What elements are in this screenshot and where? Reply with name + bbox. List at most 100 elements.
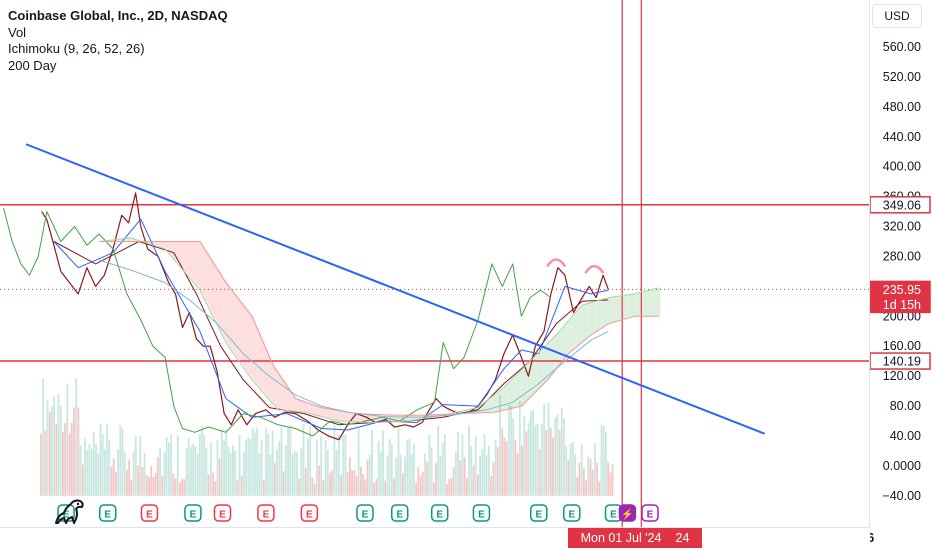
volume-bar	[42, 379, 44, 496]
ichimoku-cloud	[224, 280, 226, 339]
ichimoku-cloud	[153, 242, 155, 246]
ichimoku-cloud	[198, 242, 200, 289]
volume-bar	[590, 459, 592, 496]
volume-bar	[243, 452, 245, 496]
ichimoku-cloud	[627, 295, 629, 318]
volume-bar	[179, 483, 181, 496]
indicator-volume[interactable]: Vol	[8, 25, 228, 42]
volume-bar	[267, 434, 269, 496]
volume-bar	[194, 446, 196, 496]
tradingview-logo-icon[interactable]	[54, 497, 88, 530]
volume-bar	[170, 434, 172, 496]
ichimoku-cloud	[210, 258, 212, 311]
volume-bar	[51, 407, 53, 496]
volume-bar	[574, 454, 576, 495]
currency-button[interactable]: USD	[872, 4, 922, 28]
volume-bar	[201, 426, 203, 496]
volume-bar	[115, 472, 117, 496]
volume-bar	[164, 452, 166, 496]
volume-bar	[166, 437, 168, 496]
volume-bar	[71, 423, 73, 496]
volume-bar	[69, 434, 71, 496]
ichimoku-cloud	[410, 415, 412, 421]
volume-bar	[486, 455, 488, 496]
indicator-200-day[interactable]: 200 Day	[8, 58, 228, 75]
volume-bar	[579, 463, 581, 496]
volume-bar	[601, 425, 603, 496]
volume-bar	[177, 435, 179, 496]
earnings-marker-label-13: E	[610, 510, 617, 521]
volume-bar	[230, 453, 232, 496]
ichimoku-cloud	[304, 402, 306, 412]
ichimoku-cloud	[217, 269, 219, 325]
ichimoku-cloud	[494, 395, 496, 412]
volume-bar	[188, 438, 190, 496]
ichimoku-cloud	[311, 404, 313, 414]
ichimoku-cloud	[249, 312, 251, 375]
volume-bar	[367, 460, 369, 496]
volume-bar	[592, 470, 594, 496]
ichimoku-cloud	[200, 242, 202, 291]
ichimoku-cloud	[216, 266, 218, 321]
ichimoku-cloud	[551, 340, 553, 375]
volume-bar	[102, 434, 104, 496]
volume-bar	[360, 467, 362, 496]
indicator-ichimoku[interactable]: Ichimoku (9, 26, 52, 26)	[8, 41, 228, 58]
volume-bar	[510, 406, 512, 496]
volume-bar	[362, 474, 364, 496]
y-tick-label: −40.00	[882, 489, 921, 503]
ichimoku-cloud	[191, 242, 193, 280]
ichimoku-cloud	[600, 300, 602, 329]
volume-bar	[197, 454, 199, 496]
ichimoku-cloud	[584, 305, 586, 341]
ichimoku-cloud	[259, 333, 261, 388]
volume-bar	[528, 423, 530, 496]
ichimoku-cloud	[283, 380, 285, 410]
ichimoku-cloud	[511, 380, 513, 408]
volume-bar	[420, 476, 422, 496]
ichimoku-cloud	[586, 304, 588, 339]
symbol-title[interactable]: Coinbase Global, Inc., 2D, NASDAQ	[8, 8, 228, 25]
ichimoku-cloud	[276, 370, 278, 408]
volume-bar	[318, 465, 320, 495]
volume-bar	[603, 426, 605, 496]
volume-bar	[475, 436, 477, 496]
volume-bar	[338, 435, 340, 496]
ichimoku-cloud	[322, 408, 324, 417]
volume-bar	[40, 434, 42, 496]
volume-bar	[477, 474, 479, 496]
ichimoku-cloud	[158, 242, 160, 247]
ichimoku-cloud	[607, 298, 609, 325]
earnings-marker-label-5: E	[263, 510, 270, 521]
volume-bar	[451, 478, 453, 496]
ichimoku-cloud	[615, 297, 617, 322]
ichimoku-cloud	[316, 406, 318, 415]
volume-bar	[258, 453, 260, 496]
ichimoku-cloud	[596, 301, 598, 332]
ichimoku-cloud	[207, 252, 209, 304]
ichimoku-cloud	[549, 342, 551, 378]
ichimoku-cloud	[553, 339, 555, 374]
volume-bar	[305, 468, 307, 496]
volume-bar	[473, 466, 475, 496]
volume-bar	[47, 400, 49, 495]
ichimoku-cloud	[567, 323, 569, 356]
earnings-marker-label-6: E	[306, 510, 313, 521]
volume-bar	[495, 440, 497, 496]
ichimoku-cloud	[221, 274, 223, 332]
ichimoku-cloud	[507, 384, 509, 409]
ichimoku-cloud	[297, 399, 299, 411]
volume-bar	[501, 428, 503, 495]
ichimoku-cloud	[196, 242, 198, 287]
volume-bar	[594, 443, 596, 496]
ichimoku-cloud	[315, 405, 317, 415]
ichimoku-cloud	[327, 408, 329, 417]
volume-bar	[307, 438, 309, 496]
volume-bar	[490, 476, 492, 496]
volume-bar	[554, 418, 556, 496]
ichimoku-cloud	[325, 408, 327, 417]
ichimoku-cloud	[631, 294, 633, 317]
time-axis[interactable]	[0, 527, 870, 550]
